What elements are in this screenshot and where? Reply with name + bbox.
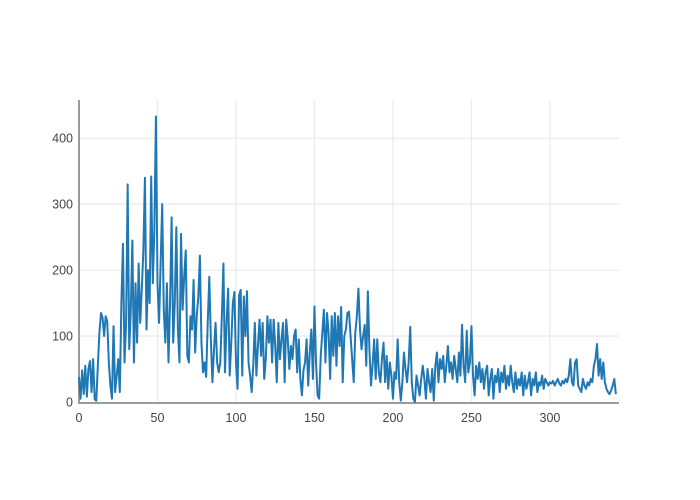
y-tick-label: 100 (52, 330, 73, 344)
y-tick-label: 400 (52, 132, 73, 146)
x-tick-label: 50 (151, 411, 165, 425)
y-tick-label: 200 (52, 264, 73, 278)
x-tick-label: 0 (76, 411, 83, 425)
data-line-trace[interactable] (78, 115, 617, 403)
x-tick-label: 300 (540, 411, 561, 425)
x-tick-label: 250 (461, 411, 482, 425)
x-tick-label: 150 (304, 411, 325, 425)
x-tick-label: 100 (226, 411, 247, 425)
y-tick-label: 300 (52, 198, 73, 212)
y-tick-label: 0 (66, 396, 73, 410)
x-tick-label: 200 (383, 411, 404, 425)
